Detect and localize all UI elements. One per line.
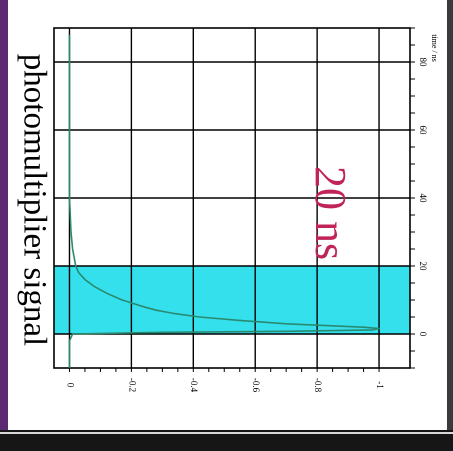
chart-title: photomultiplier signal (16, 54, 52, 346)
signal-trace (68, 34, 380, 368)
time-tick-label: 0 (418, 332, 428, 337)
signal-tick-label: -0.4 (189, 378, 199, 393)
left-border-strip (0, 0, 8, 451)
signal-tick-label: -0.6 (251, 378, 261, 393)
annotation-20ns: 20 ns (306, 166, 355, 260)
signal-tick-label: -0.2 (127, 378, 137, 392)
signal-tick-label: -0.8 (313, 378, 323, 393)
time-axis-label: time / ns (430, 34, 439, 62)
bottom-bar (0, 430, 453, 451)
bottom-divider (0, 432, 453, 434)
chart-figure: 0 20 40 60 80 time / ns 0 -0.2 -0.4 -0.6 -0.8 -1 pho… (8, 0, 447, 430)
signal-tick-label: -1 (375, 381, 385, 389)
time-tick-label: 20 (418, 262, 428, 272)
plot-area (53, 27, 415, 372)
signal-tick-label: 0 (65, 383, 75, 388)
time-tick-label: 60 (418, 126, 428, 136)
highlight-band (54, 266, 410, 334)
time-tick-label: 40 (418, 194, 428, 204)
time-tick-label: 80 (418, 58, 428, 68)
